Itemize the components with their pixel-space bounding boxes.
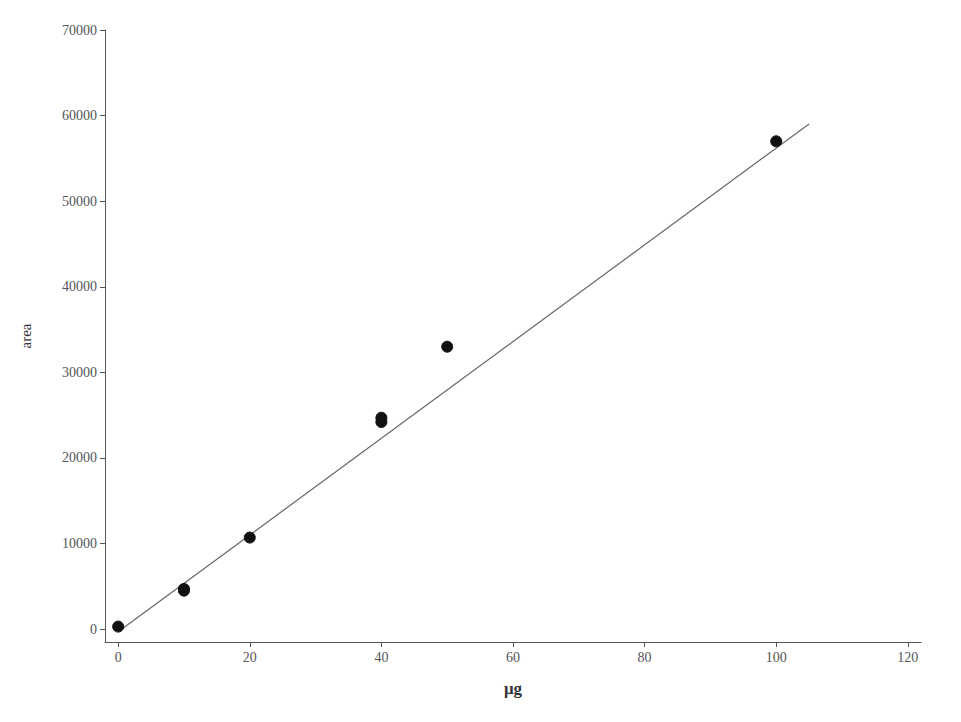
svg-text:μg: μg bbox=[504, 679, 523, 698]
svg-text:0: 0 bbox=[90, 622, 97, 637]
svg-text:0: 0 bbox=[115, 650, 122, 665]
svg-text:100: 100 bbox=[766, 650, 787, 665]
svg-text:40: 40 bbox=[374, 650, 388, 665]
svg-text:30000: 30000 bbox=[62, 365, 97, 380]
svg-text:80: 80 bbox=[638, 650, 652, 665]
svg-text:area: area bbox=[18, 323, 34, 348]
svg-text:120: 120 bbox=[897, 650, 918, 665]
svg-text:50000: 50000 bbox=[62, 194, 97, 209]
svg-text:20: 20 bbox=[243, 650, 257, 665]
svg-text:10000: 10000 bbox=[62, 536, 97, 551]
svg-text:60000: 60000 bbox=[62, 108, 97, 123]
svg-text:20000: 20000 bbox=[62, 450, 97, 465]
svg-text:60: 60 bbox=[506, 650, 520, 665]
svg-text:40000: 40000 bbox=[62, 279, 97, 294]
svg-text:70000: 70000 bbox=[62, 23, 97, 38]
